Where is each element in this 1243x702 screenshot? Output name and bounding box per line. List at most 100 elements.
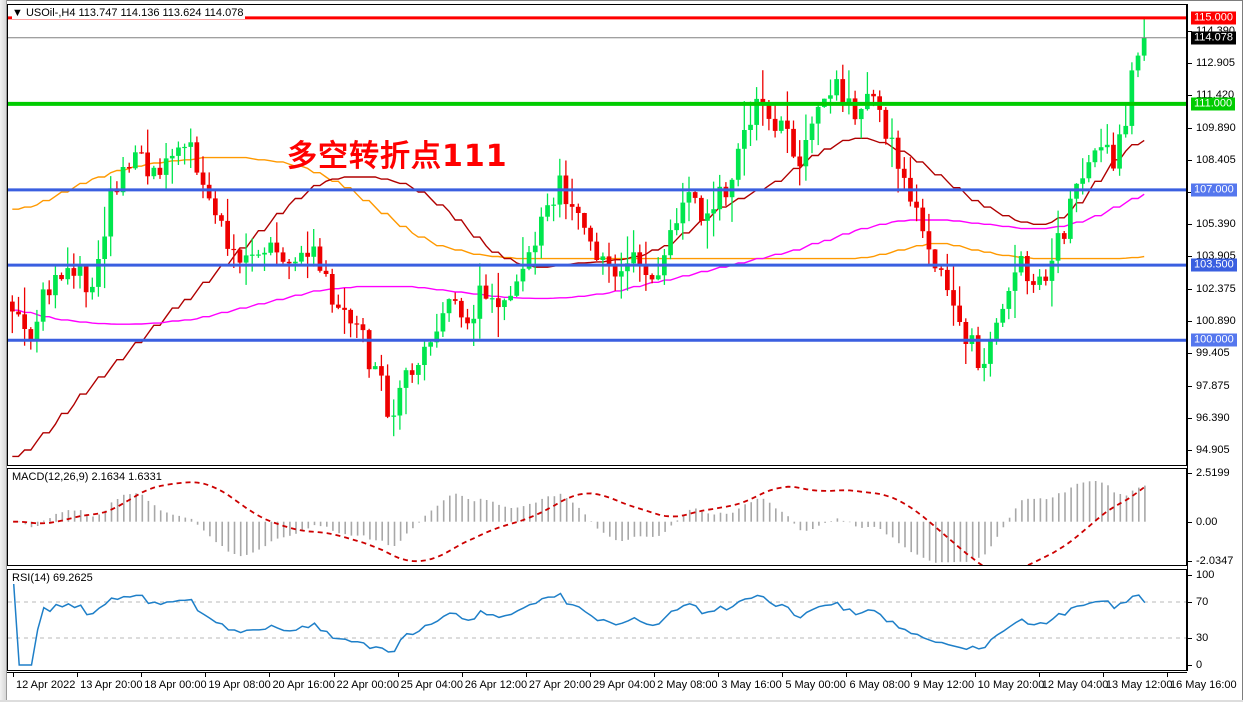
price-level-badge-100-000[interactable]: 100.000: [1191, 333, 1237, 347]
candle-body: [945, 269, 950, 291]
price-level-badge-114-078[interactable]: 114.078: [1191, 31, 1236, 45]
candle-body: [699, 197, 704, 221]
candle-body: [1031, 281, 1036, 285]
price-axis-label: 96.390: [1196, 411, 1230, 424]
candle-body: [502, 300, 507, 307]
candle-body: [53, 275, 58, 296]
candle-body: [213, 198, 218, 216]
price-panel[interactable]: ▼ USOil-,H4 113.747 114.136 113.624 114.…: [7, 4, 1187, 466]
candle-body: [994, 322, 999, 339]
rsi-axis-tick: [1187, 638, 1192, 639]
macd-panel[interactable]: MACD(12,26,9) 2.1634 1.6331: [7, 468, 1187, 566]
candle-body: [379, 366, 384, 376]
candle-body: [957, 305, 962, 322]
candle-body: [643, 265, 649, 275]
candle-body: [797, 156, 803, 167]
candle-body: [329, 274, 335, 305]
candle-body: [569, 204, 575, 207]
candle-body: [360, 324, 366, 331]
time-axis-label: 10 May 20:00: [977, 679, 1045, 691]
candle-body: [225, 220, 230, 249]
candle-body: [631, 252, 636, 264]
price-level-badge-111-000[interactable]: 111.000: [1191, 97, 1236, 111]
candle-body: [575, 206, 581, 213]
candle-body: [828, 95, 833, 99]
macd-axis-label: 0.00: [1196, 515, 1218, 528]
candle-body: [865, 93, 870, 110]
candle-body: [231, 248, 237, 251]
time-axis-tick: [77, 673, 79, 677]
time-axis-label: 2 May 08:00: [657, 679, 718, 691]
candle-body: [901, 168, 907, 178]
time-axis-tick: [1038, 673, 1040, 677]
candle-body: [409, 370, 415, 375]
candle-body: [705, 213, 710, 221]
candle-body: [1043, 276, 1049, 281]
candle-body: [988, 338, 993, 364]
candle-body: [336, 304, 341, 308]
candle-body: [354, 323, 360, 325]
rsi-panel[interactable]: RSI(14) 69.2625: [7, 569, 1187, 671]
macd-plot-area[interactable]: [8, 469, 1186, 565]
time-axis-label: 12 Apr 2022: [16, 679, 76, 691]
candle-body: [871, 93, 876, 97]
candle-body: [452, 299, 458, 301]
moving-average-line-2: [12, 193, 1145, 325]
candle-body: [274, 242, 280, 253]
time-axis-label: 6 May 08:00: [849, 679, 910, 691]
price-axis-tick: [1187, 62, 1192, 64]
moving-average-line-1: [12, 137, 1145, 458]
candle-body: [133, 152, 138, 169]
price-axis-label: 102.375: [1196, 283, 1236, 296]
candle-body: [139, 152, 144, 154]
time-axis-label: 29 Apr 04:00: [593, 679, 656, 691]
left-scroll-strip[interactable]: [0, 0, 7, 702]
candle-body: [1141, 37, 1147, 56]
price-level-badge-107-000[interactable]: 107.000: [1191, 183, 1237, 197]
candle-body: [348, 309, 353, 324]
time-axis-tick: [525, 673, 527, 677]
price-axis-label: 105.390: [1196, 218, 1236, 231]
time-axis[interactable]: 12 Apr 2022 13 Apr 20:00 18 Apr 00:00 19 Ap…: [7, 672, 1237, 700]
candle-body: [785, 120, 790, 129]
time-axis-label: 12 May 04:00: [1041, 679, 1109, 691]
time-axis-label: 13 May 12:00: [1105, 679, 1173, 691]
candle-body: [249, 254, 255, 256]
rsi-axis-tick: [1187, 575, 1192, 576]
time-axis-label: 25 Apr 04:00: [400, 679, 464, 691]
price-axis-tick: [1187, 94, 1192, 96]
candle-body: [920, 207, 926, 232]
price-plot-area[interactable]: [8, 5, 1186, 465]
candle-body: [10, 301, 15, 312]
time-axis-tick: [269, 673, 271, 677]
price-level-badge-103-500[interactable]: 103.500: [1191, 258, 1237, 272]
candle-body: [649, 275, 655, 280]
candle-body: [317, 246, 323, 271]
candle-body: [791, 128, 796, 157]
candle-body: [1104, 144, 1110, 148]
price-chart-svg: [8, 16, 1186, 458]
candle-body: [496, 298, 501, 308]
candle-body: [428, 342, 433, 347]
candle-body: [852, 98, 858, 120]
candle-body: [1000, 308, 1006, 323]
candle-body: [77, 265, 83, 276]
price-axis-label: 112.905: [1196, 56, 1235, 69]
candle-body: [600, 256, 606, 260]
price-level-badge-115-000[interactable]: 115.000: [1191, 11, 1236, 25]
candle-body: [243, 255, 249, 263]
price-axis-label: 109.890: [1196, 121, 1236, 134]
macd-histogram: [18, 481, 1146, 563]
time-axis-tick: [205, 673, 207, 677]
candle-body: [256, 254, 261, 256]
candle-body: [471, 318, 477, 324]
rsi-line: [12, 574, 1146, 666]
candle-body: [28, 329, 34, 341]
macd-axis-label: -2.0347: [1196, 555, 1234, 567]
candle-body: [1037, 276, 1042, 285]
candle-body: [102, 236, 107, 259]
rsi-plot-area[interactable]: [8, 570, 1186, 670]
candle-body: [895, 137, 901, 169]
candle-body: [1123, 125, 1129, 135]
price-axis[interactable]: 114.390112.905111.420109.890108.405106.9…: [1187, 0, 1243, 702]
